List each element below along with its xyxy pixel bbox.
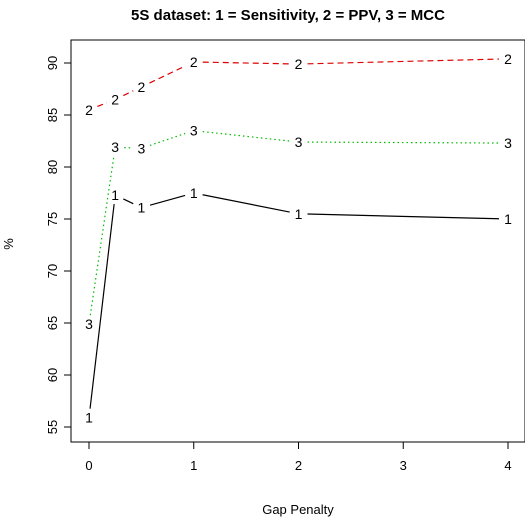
series-1: 1 1 1 1 1 1 <box>85 185 512 426</box>
y-tick-label: 65 <box>45 316 60 330</box>
series-1-segment <box>307 213 500 220</box>
series-3-point: 3 <box>504 135 512 151</box>
series-3: 3 3 3 3 3 3 <box>85 123 512 332</box>
x-tick-label: 0 <box>85 458 92 473</box>
y-tick-label: 70 <box>45 264 60 278</box>
series-2-point: 2 <box>190 54 198 70</box>
series-2-segment <box>202 61 290 65</box>
series-2-point: 2 <box>111 91 119 107</box>
y-axis-title: % <box>1 238 16 250</box>
series-3-point: 3 <box>295 134 303 150</box>
series-2: 2 2 2 2 2 2 <box>85 51 512 118</box>
x-tick-label: 4 <box>504 458 511 473</box>
x-tick-label: 2 <box>295 458 302 473</box>
series-layer: 1 1 1 1 1 1 2 2 2 2 2 2 3 3 3 3 3 3 <box>85 51 512 426</box>
series-1-point: 1 <box>137 200 145 216</box>
series-3-point: 3 <box>190 123 198 139</box>
y-tick-label: 75 <box>45 212 60 226</box>
series-2-point: 2 <box>504 51 512 67</box>
series-3-segment <box>307 141 500 144</box>
series-3-point: 3 <box>85 316 93 332</box>
series-3-point: 3 <box>111 139 119 155</box>
series-1-point: 1 <box>85 410 93 426</box>
series-1-segment <box>202 194 290 213</box>
y-tick-label: 55 <box>45 420 60 434</box>
series-1-point: 1 <box>111 187 119 203</box>
series-2-segment <box>123 90 134 97</box>
y-axis: 55 60 65 70 75 80 85 90 <box>45 56 71 434</box>
series-1-segment <box>149 194 186 206</box>
series-3-segment <box>149 132 186 146</box>
series-1-point: 1 <box>295 206 303 222</box>
x-tick-label: 1 <box>190 458 197 473</box>
series-1-point: 1 <box>504 211 512 227</box>
series-1-segment <box>89 203 115 409</box>
series-2-segment <box>97 102 108 108</box>
plot-frame <box>70 39 525 443</box>
y-tick-label: 80 <box>45 160 60 174</box>
x-axis: 0 1 2 3 4 <box>85 442 512 473</box>
series-1-segment <box>123 198 134 205</box>
series-2-segment <box>307 58 500 65</box>
series-3-segment <box>202 130 290 142</box>
x-axis-title: Gap Penalty <box>262 502 334 517</box>
series-2-point: 2 <box>295 56 303 72</box>
series-1-point: 1 <box>190 185 198 201</box>
y-tick-label: 85 <box>45 108 60 122</box>
series-2-point: 2 <box>137 79 145 95</box>
series-3-point: 3 <box>137 140 145 156</box>
x-tick-label: 3 <box>400 458 407 473</box>
chart-title: 5S dataset: 1 = Sensitivity, 2 = PPV, 3 … <box>131 7 445 24</box>
series-2-segment <box>149 65 186 84</box>
y-tick-label: 90 <box>45 56 60 70</box>
series-2-point: 2 <box>85 102 93 118</box>
y-tick-label: 60 <box>45 368 60 382</box>
